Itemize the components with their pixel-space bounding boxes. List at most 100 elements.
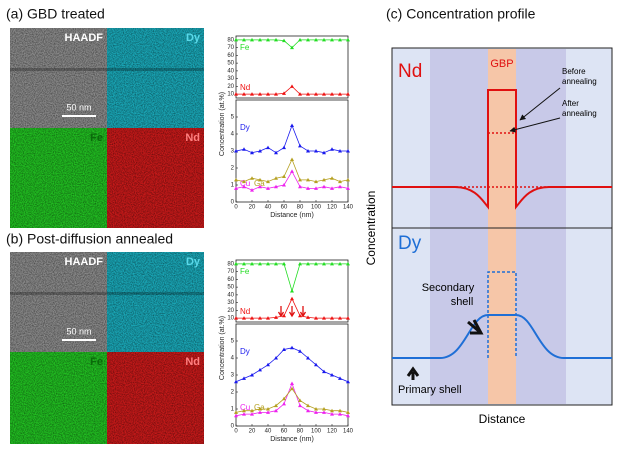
- x-tick-label: 40: [265, 429, 272, 435]
- y-tick-label: 30: [227, 76, 234, 82]
- data-point: [338, 412, 342, 416]
- data-point: [314, 92, 318, 96]
- data-point: [290, 169, 294, 173]
- data-point: [266, 179, 270, 184]
- data-point: [330, 186, 334, 190]
- y-tick-label: 50: [227, 61, 234, 67]
- data-point: [250, 188, 254, 192]
- data-point: [290, 289, 294, 293]
- map-label: Dy: [186, 32, 201, 44]
- label: Nd: [398, 61, 422, 82]
- data-point: [282, 38, 286, 43]
- data-point: [338, 37, 342, 42]
- data-point: [314, 179, 318, 184]
- y-tick-label: 2: [231, 166, 235, 172]
- x-tick-label: 140: [343, 205, 354, 211]
- map-noise: [10, 352, 107, 449]
- annotation: Primary shell: [398, 384, 462, 396]
- data-point: [322, 37, 326, 42]
- panel-title: (c) Concentration profile: [386, 6, 536, 22]
- data-point: [330, 37, 334, 42]
- data-point: [322, 410, 326, 414]
- series-label: Cu: [240, 179, 250, 188]
- y-tick-label: 5: [231, 115, 235, 121]
- y-tick-label: 10: [227, 316, 234, 322]
- plot-area: [235, 35, 349, 99]
- data-point: [250, 150, 254, 155]
- data-point: [282, 313, 286, 318]
- y-tick-label: 30: [227, 300, 234, 306]
- data-point: [338, 261, 342, 266]
- data-point: [346, 177, 350, 182]
- data-point: [322, 92, 326, 96]
- data-point: [298, 177, 302, 182]
- data-point: [282, 183, 286, 187]
- data-point: [266, 407, 270, 411]
- data-point: [250, 261, 254, 266]
- data-point: [266, 261, 270, 266]
- data-point: [242, 412, 246, 416]
- x-tick-label: 0: [234, 429, 238, 435]
- data-point: [290, 345, 294, 350]
- y-tick-label: 20: [227, 308, 234, 314]
- data-point: [322, 316, 326, 320]
- arrow: [288, 306, 296, 318]
- data-point: [290, 381, 294, 385]
- data-point: [242, 316, 246, 320]
- data-point: [250, 176, 254, 180]
- data-point: [330, 176, 334, 180]
- data-point: [290, 123, 294, 127]
- data-point: [298, 403, 302, 408]
- data-point: [306, 403, 310, 408]
- data-point: [258, 92, 262, 96]
- data-point: [282, 261, 286, 266]
- data-point: [250, 316, 254, 320]
- data-point: [274, 150, 278, 155]
- data-point: [322, 177, 326, 182]
- scale-label: 50 nm: [66, 102, 91, 112]
- data-point: [322, 150, 326, 155]
- y-tick-label: 40: [227, 292, 234, 298]
- schematic: [391, 47, 613, 406]
- data-point: [298, 261, 302, 266]
- data-point: [346, 186, 350, 190]
- data-point: [258, 177, 262, 182]
- series-label: Fe: [240, 267, 250, 276]
- data-point: [298, 143, 302, 148]
- arrow: [299, 306, 307, 318]
- data-point: [274, 408, 278, 413]
- plot-area: [235, 323, 349, 427]
- map-noise: [107, 352, 204, 449]
- data-point: [250, 412, 254, 416]
- data-point: [298, 349, 302, 353]
- data-point: [274, 356, 278, 360]
- data-point: [242, 408, 246, 413]
- x-tick-label: 60: [281, 429, 288, 435]
- data-point: [234, 316, 238, 320]
- data-point: [338, 149, 342, 153]
- data-point: [314, 186, 318, 190]
- map-noise: [107, 128, 204, 228]
- data-point: [346, 261, 350, 266]
- x-tick-label: 140: [343, 429, 354, 435]
- data-point: [234, 413, 238, 418]
- data-point: [322, 184, 326, 189]
- x-tick-label: 120: [327, 205, 338, 211]
- data-point: [338, 179, 342, 184]
- data-point: [298, 37, 302, 42]
- annotation: After: [562, 99, 579, 108]
- data-point: [258, 37, 262, 42]
- data-point: [242, 37, 246, 42]
- data-point: [338, 316, 342, 320]
- plot-area: [235, 99, 349, 203]
- data-point: [242, 376, 246, 380]
- data-point: [266, 37, 270, 42]
- y-tick-label: 2: [231, 390, 235, 396]
- map-label: Nd: [185, 132, 200, 144]
- y-tick-label: 60: [227, 277, 234, 283]
- x-tick-label: 60: [281, 205, 288, 211]
- y-axis-label: Concentration (at.%): [219, 92, 226, 156]
- data-point: [266, 362, 270, 367]
- data-point: [250, 408, 254, 413]
- axis-label: Distance: [479, 412, 526, 426]
